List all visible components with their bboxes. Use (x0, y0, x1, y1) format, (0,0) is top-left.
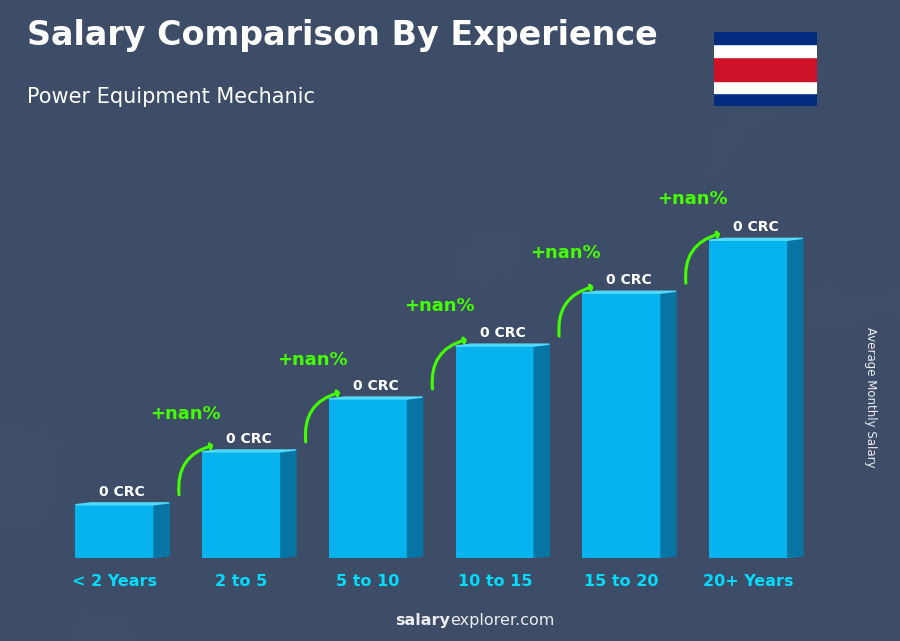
Text: 0 CRC: 0 CRC (607, 273, 652, 287)
FancyBboxPatch shape (709, 240, 788, 558)
Polygon shape (281, 450, 296, 558)
Text: explorer.com: explorer.com (450, 613, 554, 628)
Text: Average Monthly Salary: Average Monthly Salary (865, 327, 878, 468)
Text: salary: salary (395, 613, 450, 628)
Polygon shape (408, 397, 423, 558)
Polygon shape (154, 503, 169, 558)
Polygon shape (76, 503, 169, 504)
FancyBboxPatch shape (202, 452, 281, 558)
Text: 0 CRC: 0 CRC (99, 485, 145, 499)
Text: +nan%: +nan% (150, 404, 221, 422)
Bar (714, 32, 817, 44)
Bar (714, 94, 817, 106)
Bar (714, 44, 817, 56)
Text: +nan%: +nan% (277, 351, 347, 369)
Bar (714, 56, 817, 81)
Polygon shape (582, 291, 676, 293)
FancyBboxPatch shape (328, 399, 408, 558)
Text: Power Equipment Mechanic: Power Equipment Mechanic (27, 87, 315, 106)
Bar (714, 81, 817, 94)
FancyBboxPatch shape (582, 293, 661, 558)
Polygon shape (534, 344, 549, 558)
Polygon shape (455, 344, 549, 346)
Text: +nan%: +nan% (404, 297, 474, 315)
Text: +nan%: +nan% (530, 244, 601, 262)
FancyBboxPatch shape (76, 504, 154, 558)
Polygon shape (709, 238, 803, 240)
Polygon shape (661, 291, 676, 558)
Polygon shape (328, 397, 423, 399)
Polygon shape (788, 238, 803, 558)
Text: +nan%: +nan% (657, 190, 728, 208)
Text: 0 CRC: 0 CRC (226, 432, 272, 445)
FancyBboxPatch shape (455, 346, 534, 558)
Text: Salary Comparison By Experience: Salary Comparison By Experience (27, 19, 658, 52)
Text: 0 CRC: 0 CRC (480, 326, 526, 340)
Polygon shape (202, 450, 296, 452)
Text: 0 CRC: 0 CRC (353, 379, 399, 393)
Text: 0 CRC: 0 CRC (733, 220, 778, 234)
